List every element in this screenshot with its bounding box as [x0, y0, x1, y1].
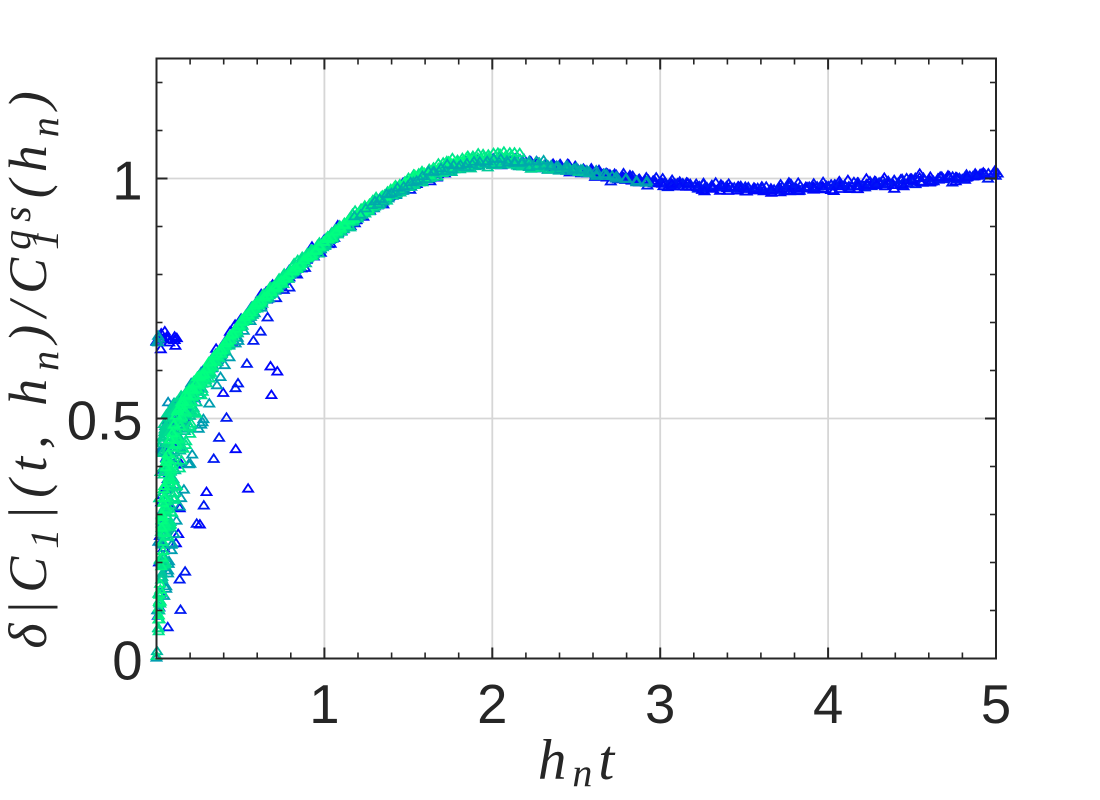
svg-text:4: 4 [813, 674, 843, 735]
svg-text:1: 1 [112, 151, 142, 212]
svg-text:1: 1 [309, 674, 339, 735]
svg-text:3: 3 [645, 674, 675, 735]
svg-text:0: 0 [112, 631, 142, 692]
svg-text:5: 5 [981, 674, 1011, 735]
svg-text:0.5: 0.5 [67, 391, 143, 452]
svg-text:2: 2 [477, 674, 507, 735]
